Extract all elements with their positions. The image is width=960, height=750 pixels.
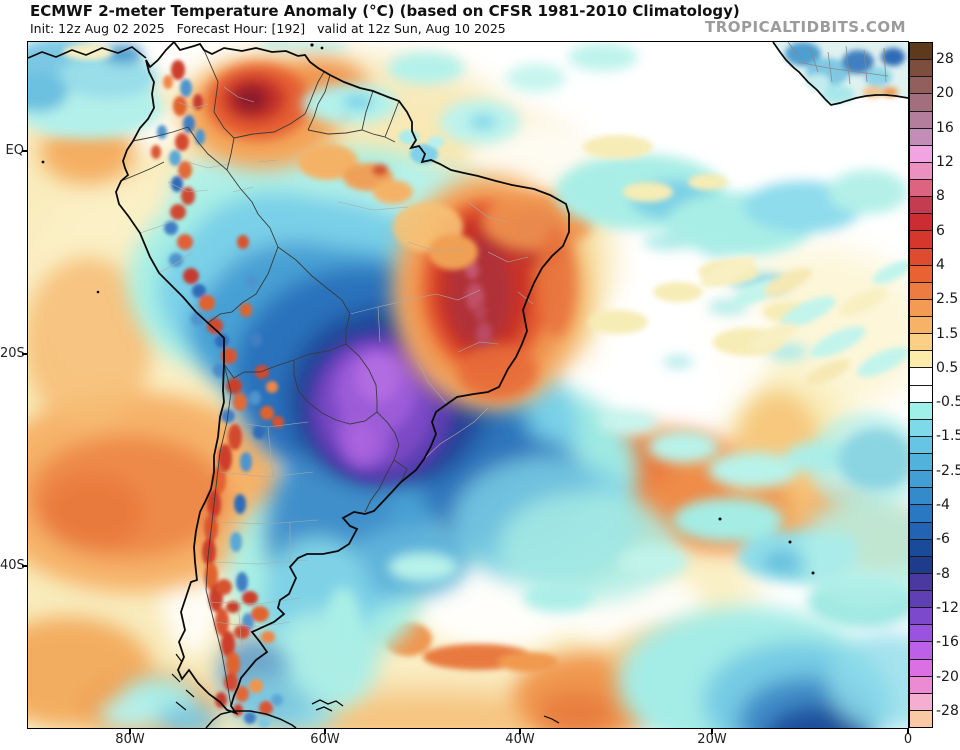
colorbar-segment-0 [910,43,932,61]
africa-coastline [772,42,908,106]
colorbar-segment-32 [910,591,932,609]
colorbar-segment-31 [910,573,932,591]
lat-label-EQ: EQ [5,143,24,158]
colorbar-segment-14 [910,282,932,300]
colorbar-tick-8: 8 [936,188,945,205]
andes-mottle [151,60,444,728]
colorbar-segment-27 [910,505,932,523]
colorbar-segment-2 [910,77,932,95]
page-title: ECMWF 2-meter Temperature Anomaly (°C) (… [30,2,740,20]
coastlines [28,42,570,728]
colorbar-segment-29 [910,539,932,557]
colorbar-segment-17 [910,334,932,352]
colorbar-tick-0.5: 0.5 [936,359,959,376]
africa-borders [787,42,889,85]
colorbar-segment-15 [910,299,932,317]
lon-label-0: 0 [903,732,913,747]
lat-label-40S: 40S [0,558,25,573]
colorbar-segment-3 [910,94,932,112]
colorbar-segment-16 [910,317,932,335]
colorbar-tick-28: 28 [936,51,954,68]
anomaly-map-svg [28,42,908,728]
colorbar-segment-26 [910,488,932,506]
colorbar-tick--16: -16 [936,634,959,651]
colorbar-tick--12: -12 [936,599,959,616]
colorbar-segment-18 [910,351,932,369]
colorbar-segment-30 [910,556,932,574]
lat-tick-20S [22,353,28,355]
cold-pool-core [308,334,452,482]
anomaly-colorbar [909,42,933,728]
lon-tick-40W [519,728,521,734]
colorbar-tick--28: -28 [936,702,959,719]
lon-label-60W: 60W [310,732,340,747]
forecast-subtitle: Init: 12z Aug 02 2025 Forecast Hour: [19… [30,21,506,36]
colorbar-tick--4: -4 [936,497,950,514]
colorbar-segment-5 [910,128,932,146]
colorbar-tick--1.5: -1.5 [936,428,960,445]
colorbar-segment-25 [910,471,932,489]
colorbar-tick-2.5: 2.5 [936,291,959,308]
colorbar-tick-1.5: 1.5 [936,325,959,342]
colorbar-segment-9 [910,197,932,215]
colorbar-tick-4: 4 [936,256,945,273]
colorbar-segment-38 [910,693,932,711]
colorbar-segment-7 [910,162,932,180]
colorbar-segment-39 [910,710,932,727]
colorbar-tick--20: -20 [936,668,959,685]
colorbar-segment-24 [910,454,932,472]
colorbar-segment-37 [910,676,932,694]
anomaly-map [28,42,908,728]
lat-tick-40S [22,565,28,567]
colorbar-segment-36 [910,659,932,677]
north-warm-blob [185,58,478,270]
colorbar-tick-16: 16 [936,119,954,136]
lat-tick-EQ [22,150,28,152]
colorbar-segment-8 [910,180,932,198]
cold-pool [128,147,678,712]
colorbar-segment-1 [910,60,932,78]
colorbar-segment-4 [910,111,932,129]
lon-tick-60W [324,728,326,734]
state-borders [139,86,534,653]
site-watermark: TROPICALTIDBITS.COM [705,18,906,36]
colorbar-tick--8: -8 [936,565,950,582]
colorbar-segment-12 [910,248,932,266]
colorbar-tick--0.5: -0.5 [936,394,960,411]
colorbar-tick-6: 6 [936,222,945,239]
colorbar-tick-12: 12 [936,154,954,171]
lon-tick-80W [129,728,131,734]
colorbar-segment-22 [910,419,932,437]
colorbar-segment-6 [910,145,932,163]
colorbar-segment-19 [910,368,932,386]
africa-corner [772,42,908,106]
lon-label-80W: 80W [115,732,145,747]
colorbar-tick--2.5: -2.5 [936,462,960,479]
country-borders [120,49,408,707]
colorbar-segment-20 [910,385,932,403]
lon-label-20W: 20W [697,732,727,747]
colorbar-segment-35 [910,642,932,660]
colorbar-segment-13 [910,265,932,283]
lon-label-40W: 40W [505,732,535,747]
south-cold-blobs [100,497,908,728]
colorbar-segment-21 [910,402,932,420]
lon-tick-20W [711,728,713,734]
lat-label-20S: 20S [0,346,25,361]
diagonal-stipple [700,256,908,385]
colorbar-segment-23 [910,436,932,454]
island-specks [41,43,815,575]
colorbar-segment-33 [910,608,932,626]
cyan-patches [302,43,908,667]
colorbar-tick-20: 20 [936,85,954,102]
colorbar-segment-28 [910,522,932,540]
colorbar-tick--6: -6 [936,531,950,548]
colorbar-segment-11 [910,231,932,249]
lon-tick-0 [907,728,909,734]
colorbar-segment-34 [910,625,932,643]
colorbar-segment-10 [910,214,932,232]
